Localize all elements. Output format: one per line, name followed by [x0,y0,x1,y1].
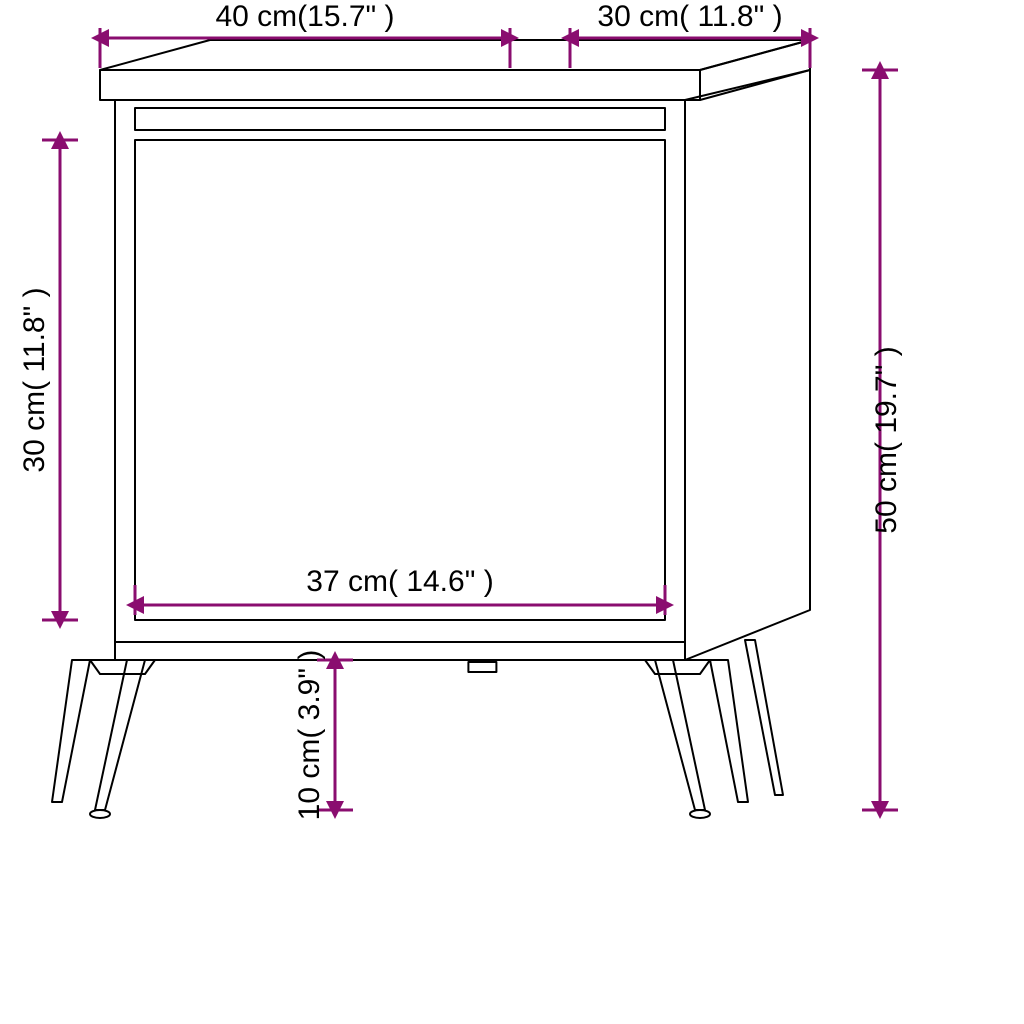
dimension-label: 30 cm( 11.8" ) [597,0,782,33]
dimension-label: 37 cm( 14.6" ) [306,565,493,598]
dimension-label: 10 cm( 3.9" ) [293,650,326,821]
dimension-label: 50 cm( 19.7" ) [870,346,903,533]
dimension-label: 40 cm(15.7" ) [215,0,394,33]
dimension-label: 30 cm( 11.8" ) [18,287,51,472]
furniture-dimension-diagram: 40 cm(15.7" ) 30 cm( 11.8" ) 50 cm( 19.7" … [0,0,1024,1024]
